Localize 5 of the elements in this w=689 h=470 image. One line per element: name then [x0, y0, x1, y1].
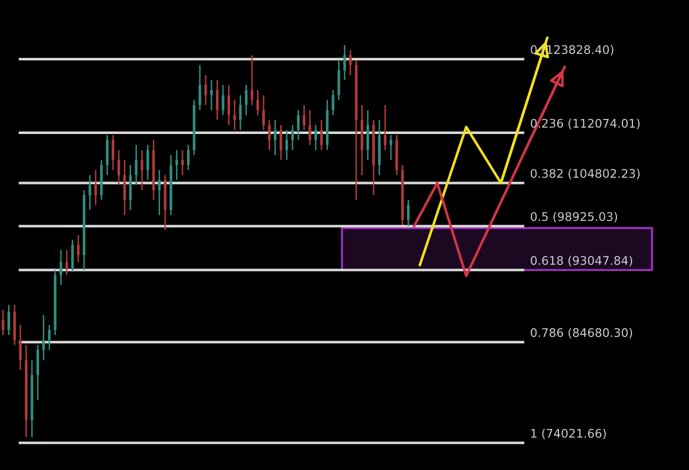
- annotation: 0.5 (98925.03): [530, 212, 618, 222]
- annotation: 0.382 (104802.23): [530, 168, 640, 180]
- annotation: 0.786 (84680.30): [530, 328, 632, 338]
- annotation: 0.618 (93047.84): [530, 256, 632, 266]
- annotation: 1 (74021.66): [531, 428, 606, 440]
